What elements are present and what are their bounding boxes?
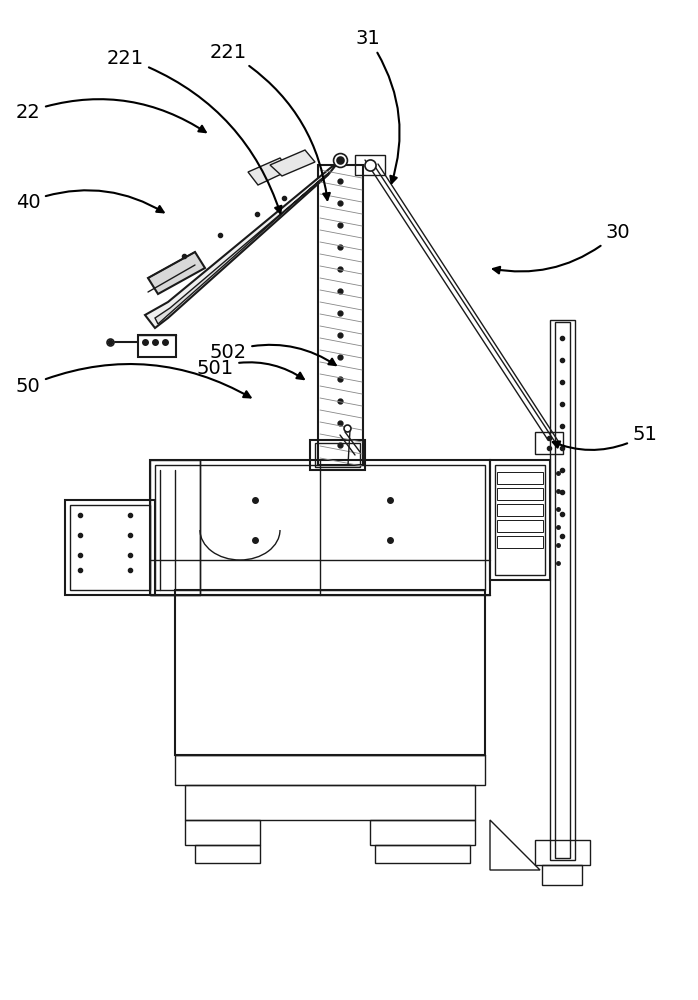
Bar	[318, 165, 363, 465]
Bar	[555, 322, 570, 858]
Bar	[490, 460, 550, 580]
Bar	[497, 536, 543, 548]
Text: 501: 501	[196, 359, 304, 379]
Bar	[150, 460, 200, 595]
Bar	[185, 785, 475, 820]
Bar	[70, 505, 150, 590]
Text: 50: 50	[15, 364, 251, 397]
Bar	[375, 845, 470, 863]
Text: 22: 22	[15, 99, 206, 132]
Bar	[310, 440, 365, 470]
Bar	[550, 320, 575, 860]
Bar	[497, 472, 543, 484]
Bar	[315, 443, 360, 467]
Polygon shape	[148, 252, 205, 294]
Bar	[155, 465, 485, 590]
Bar	[185, 820, 260, 845]
Text: 221: 221	[106, 48, 281, 213]
Polygon shape	[270, 150, 315, 176]
Text: 30: 30	[493, 223, 630, 273]
Polygon shape	[145, 160, 340, 328]
Bar	[150, 460, 490, 595]
Bar	[175, 590, 485, 755]
Bar	[535, 432, 563, 454]
Bar	[138, 335, 176, 357]
Bar	[535, 840, 590, 865]
Text: 40: 40	[15, 190, 163, 212]
Polygon shape	[155, 172, 330, 324]
Bar	[495, 465, 545, 575]
Bar	[175, 755, 485, 785]
Bar	[542, 865, 582, 885]
Bar	[497, 488, 543, 500]
Bar	[65, 500, 155, 595]
Bar	[370, 820, 475, 845]
Bar	[355, 155, 385, 175]
Text: 51: 51	[553, 426, 658, 450]
Bar	[195, 845, 260, 863]
Text: 31: 31	[355, 28, 400, 183]
Text: 502: 502	[209, 342, 336, 365]
Bar	[497, 520, 543, 532]
Bar	[497, 504, 543, 516]
Polygon shape	[248, 158, 290, 185]
Text: 221: 221	[209, 42, 330, 200]
